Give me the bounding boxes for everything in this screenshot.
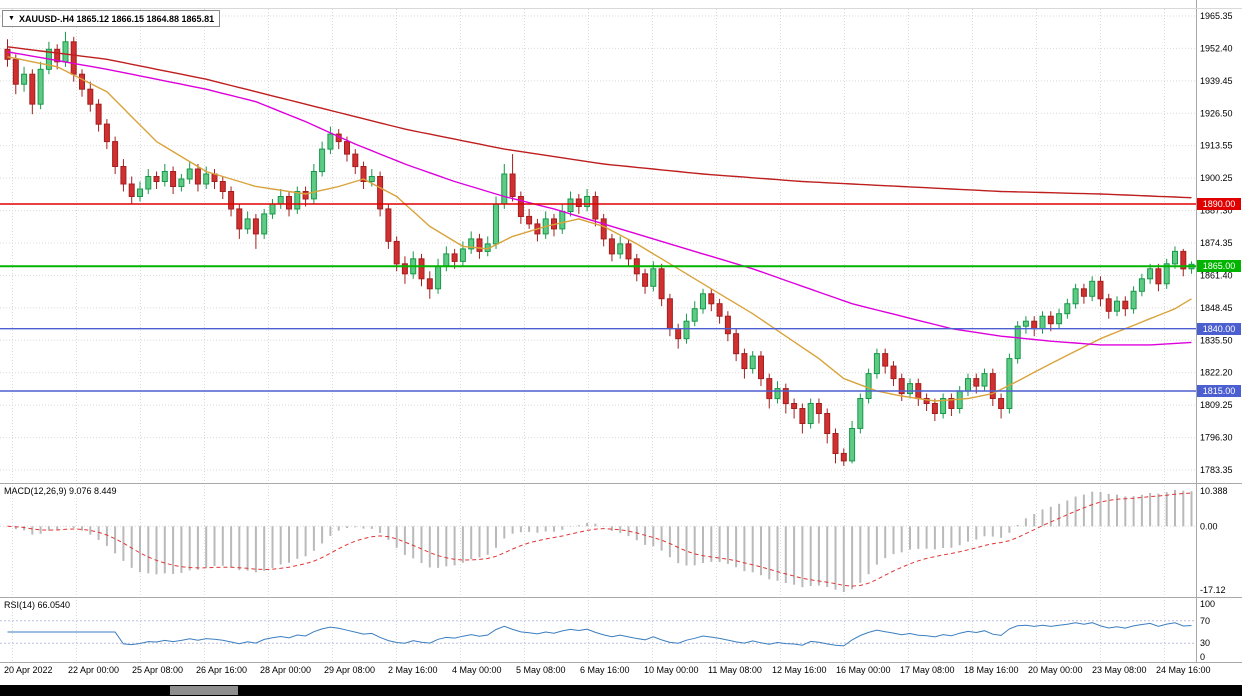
time-axis-label: 25 Apr 08:00 [132,665,183,675]
rsi-indicator-title: RSI(14) 66.0540 [4,600,71,610]
ma-medium-magenta [7,51,1192,346]
time-axis-label: 20 Apr 2022 [4,665,53,675]
chart-title: XAUUSD-.H4 1865.12 1866.15 1864.88 1865.… [18,13,215,24]
macd-layer [0,490,1196,592]
time-axis-label: 5 May 08:00 [516,665,566,675]
price-axis-label: 1926.50 [1200,108,1233,118]
time-axis-label: 23 May 08:00 [1092,665,1147,675]
grid-layer [0,9,1196,662]
price-level-badge-1815.00: 1815.00 [1197,385,1241,398]
rsi-layer [0,620,1196,647]
separator-lines [0,0,1242,663]
macd-axis-label: -17.12 [1200,585,1226,595]
time-axis-label: 20 May 00:00 [1028,665,1083,675]
time-axis-label: 2 May 16:00 [388,665,438,675]
rsi-axis-label: 70 [1200,616,1210,626]
price-axis-label: 1887.30 [1200,206,1233,216]
price-level-badge-1840.00: 1840.00 [1197,322,1241,335]
price-axis-label: 1822.20 [1200,368,1233,378]
rsi-axis-label: 100 [1200,599,1215,609]
rsi-axis-label: 0 [1200,652,1205,662]
macd-axis-label: 0.00 [1200,521,1218,531]
macd-histogram [14,490,1193,592]
ma-slow-darkred [7,46,1192,199]
price-axis-label: 1783.35 [1200,465,1233,475]
price-axis-label: 1861.40 [1200,270,1233,280]
time-axis-label: 10 May 00:00 [644,665,699,675]
price-axis-label: 1900.25 [1200,173,1233,183]
time-axis-label: 29 Apr 08:00 [324,665,375,675]
time-axis-label: 12 May 16:00 [772,665,827,675]
time-axis-label: 24 May 16:00 [1156,665,1211,675]
macd-signal-line [7,492,1192,587]
rsi-line [7,622,1192,647]
time-axis-label: 6 May 16:00 [580,665,630,675]
price-axis-label: 1913.55 [1200,141,1233,151]
time-axis-label: 26 Apr 16:00 [196,665,247,675]
level-lines-layer [0,203,1196,392]
time-axis-label: 28 Apr 00:00 [260,665,311,675]
time-axis: 20 Apr 2022 22 Apr 00:00 25 Apr 08:00 26 Ap… [4,665,1211,675]
scrollbar-thumb[interactable] [170,686,238,695]
symbol-marker-icon: ▼ [8,15,15,22]
chart-title-box: ▼ XAUUSD-.H4 1865.12 1866.15 1864.88 186… [2,10,221,27]
macd-axis-label: 10.388 [1200,486,1228,496]
price-level-badge-1865.00: 1865.00 [1197,260,1241,273]
macd-indicator-title: MACD(12,26,9) 9.076 8.449 [4,486,117,496]
ma-fast-orange [7,56,1192,402]
time-axis-label: 17 May 08:00 [900,665,955,675]
candles-layer [4,31,1195,466]
price-axis-label: 1835.50 [1200,335,1233,345]
time-axis-label: 18 May 16:00 [964,665,1019,675]
bottom-bar[interactable] [0,685,1242,696]
price-axis-label: 1952.40 [1200,43,1233,53]
time-axis-label: 16 May 00:00 [836,665,891,675]
time-axis-label: 22 Apr 00:00 [68,665,119,675]
price-axis-label: 1965.35 [1200,11,1233,21]
time-axis-label: 11 May 08:00 [708,665,762,675]
price-axis-label: 1809.25 [1200,400,1233,410]
price-axis-label: 1874.35 [1200,238,1233,248]
time-axis-label: 4 May 00:00 [452,665,502,675]
price-axis: 1965.35 1952.40 1939.45 1926.50 1913.55 1900.… [1200,11,1233,662]
rsi-axis-label: 30 [1200,638,1210,648]
price-level-badge-1890.00: 1890.00 [1197,197,1241,210]
price-axis-label: 1848.45 [1200,303,1233,313]
price-axis-label: 1939.45 [1200,76,1233,86]
price-axis-label: 1796.30 [1200,433,1233,443]
